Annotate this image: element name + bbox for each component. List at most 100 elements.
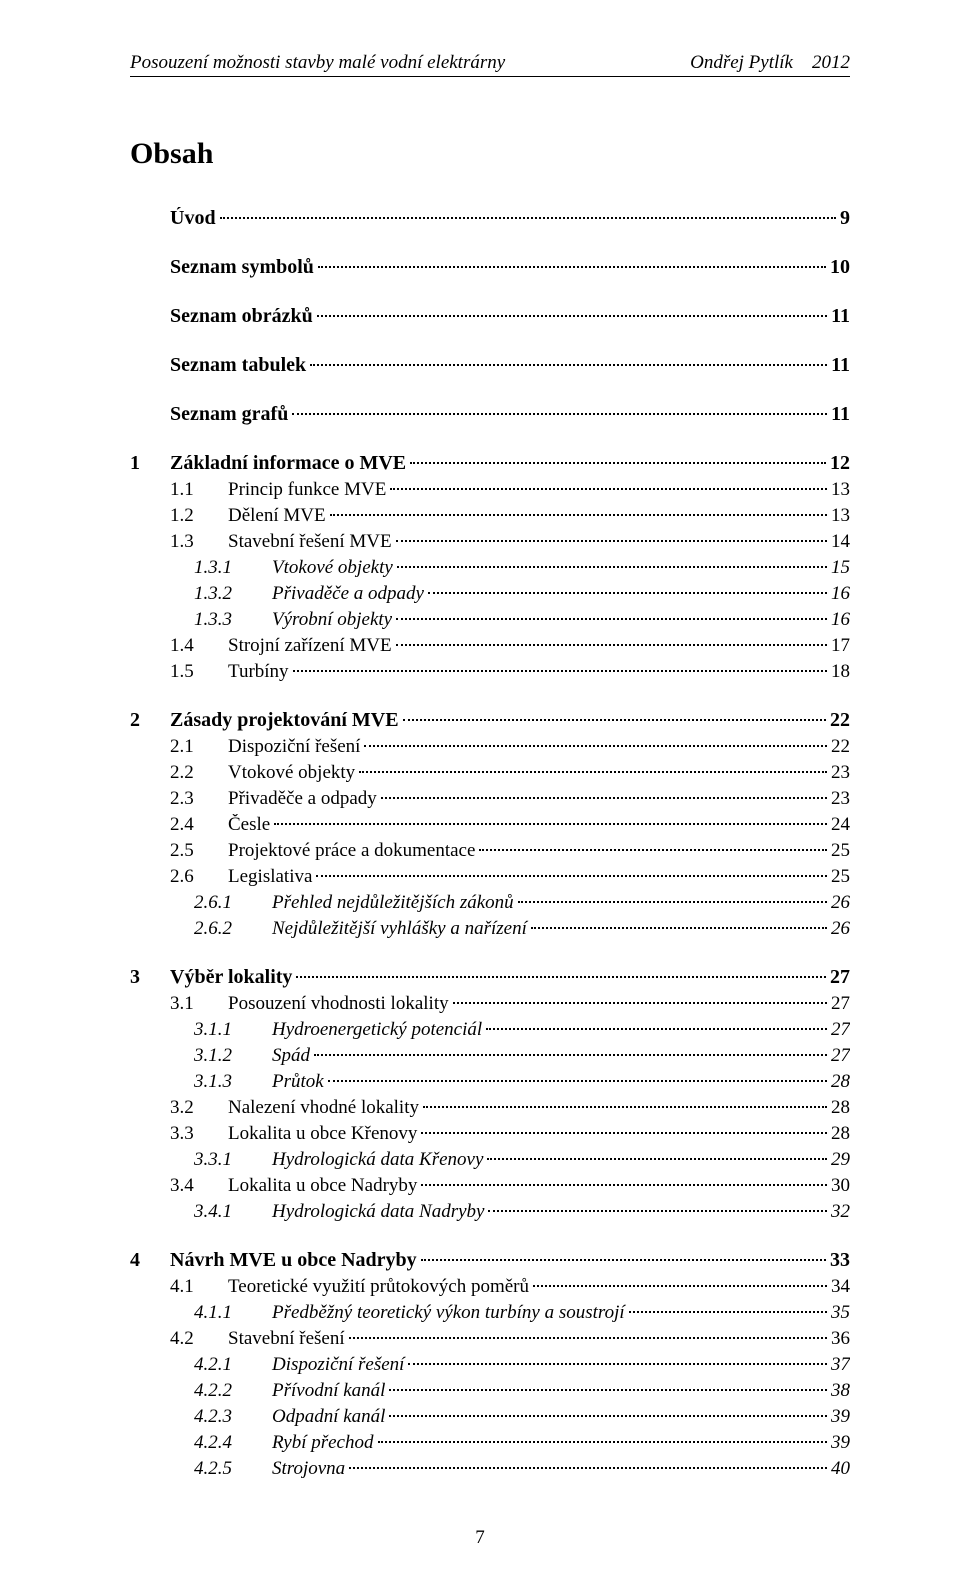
toc-entry-number: 4.1.1: [130, 1302, 272, 1324]
table-of-contents: Úvod9Seznam symbolů10Seznam obrázků11Sez…: [130, 207, 850, 1480]
toc-leader: [518, 901, 827, 903]
toc-entry-page: 27: [829, 1045, 850, 1067]
document-page: Posouzení možnosti stavby malé vodní ele…: [0, 0, 960, 1480]
toc-entry: 1.3.2Přivaděče a odpady 16: [130, 583, 850, 605]
toc-entry-number: 1.3: [130, 531, 228, 553]
toc-entry-title: Nalezení vhodné lokality: [228, 1097, 421, 1119]
toc-entry-title: Spád: [272, 1045, 312, 1067]
toc-entry-page: 34: [829, 1276, 850, 1298]
toc-entry-number: 4: [130, 1249, 170, 1272]
toc-entry-title: Návrh MVE u obce Nadryby: [170, 1249, 419, 1272]
toc-entry-title: Základní informace o MVE: [170, 452, 408, 475]
toc-entry-title: Strojovna: [272, 1458, 347, 1480]
toc-leader: [364, 745, 827, 747]
toc-entry-title: Dispoziční řešení: [228, 736, 362, 758]
toc-entry: 3.1.3Průtok28: [130, 1071, 850, 1093]
toc-entry-page: 27: [829, 1019, 850, 1041]
toc-entry-title: Česle: [228, 814, 272, 836]
toc-entry-page: 28: [829, 1097, 850, 1119]
toc-entry-page: 11: [829, 305, 850, 328]
toc-entry-title: Rybí přechod: [272, 1432, 376, 1454]
toc-entry-page: 39: [829, 1406, 850, 1428]
toc-entry: 2Zásady projektování MVE22: [130, 709, 850, 732]
toc-entry-page: 39: [829, 1432, 850, 1454]
toc-entry-number: 4.2.2: [130, 1380, 272, 1402]
toc-entry-title: Přivaděče a odpady: [272, 583, 426, 605]
toc-leader: [403, 719, 826, 721]
toc-leader: [274, 823, 827, 825]
toc-entry-title: Předběžný teoretický výkon turbíny a sou…: [272, 1302, 627, 1324]
header-right: Ondřej Pytlík 2012: [690, 52, 850, 74]
toc-entry-number: 1.1: [130, 479, 228, 501]
toc-entry-title: Seznam symbolů: [170, 256, 316, 279]
toc-leader: [328, 1080, 827, 1082]
toc-entry: 4.2.3Odpadní kanál39: [130, 1406, 850, 1428]
toc-entry: 3Výběr lokality27: [130, 966, 850, 989]
toc-leader: [389, 1415, 827, 1417]
toc-entry-page: 27: [828, 966, 850, 989]
toc-entry-page: 38: [829, 1380, 850, 1402]
toc-entry-page: 11: [829, 354, 850, 377]
toc-leader: [310, 364, 827, 366]
toc-entry: 2.1Dispoziční řešení22: [130, 736, 850, 758]
toc-entry-page: 16: [829, 609, 850, 631]
toc-entry-number: 1.3.2: [130, 583, 272, 605]
toc-entry-number: 1.3.1: [130, 557, 272, 579]
toc-entry-number: 2.6.1: [130, 892, 272, 914]
page-title: Obsah: [130, 137, 850, 171]
toc-entry-page: 33: [828, 1249, 850, 1272]
toc-entry-page: 26: [829, 918, 850, 940]
toc-entry-number: 1.2: [130, 505, 228, 527]
toc-entry-number: 2.1: [130, 736, 228, 758]
toc-leader: [421, 1259, 826, 1261]
toc-entry-page: 25: [829, 866, 850, 888]
toc-entry-number: 3.1.1: [130, 1019, 272, 1041]
toc-entry-number: 2.4: [130, 814, 228, 836]
toc-entry-number: 3.2: [130, 1097, 228, 1119]
toc-leader: [316, 875, 827, 877]
toc-entry-number: 2.3: [130, 788, 228, 810]
toc-leader: [314, 1054, 827, 1056]
toc-entry-page: 23: [829, 788, 850, 810]
toc-entry-page: 22: [828, 709, 850, 732]
toc-entry-page: 30: [829, 1175, 850, 1197]
toc-entry-page: 40: [829, 1458, 850, 1480]
toc-entry-title: Hydrologická data Křenovy: [272, 1149, 485, 1171]
toc-entry: 4.2.4Rybí přechod39: [130, 1432, 850, 1454]
toc-entry-page: 16: [829, 583, 850, 605]
running-header: Posouzení možnosti stavby malé vodní ele…: [130, 52, 850, 77]
toc-entry-title: Hydrologická data Nadryby: [272, 1201, 486, 1223]
toc-entry-page: 25: [829, 840, 850, 862]
toc-entry-number: 3.1.3: [130, 1071, 272, 1093]
toc-leader: [421, 1132, 827, 1134]
toc-entry-title: Stavební řešení MVE: [228, 531, 394, 553]
toc-entry-number: 1.5: [130, 661, 228, 683]
toc-entry-title: Výrobní objekty: [272, 609, 394, 631]
toc-entry: 4.2.2Přívodní kanál 38: [130, 1380, 850, 1402]
toc-entry: 3.3Lokalita u obce Křenovy28: [130, 1123, 850, 1145]
toc-leader: [318, 266, 826, 268]
toc-entry-title: Odpadní kanál: [272, 1406, 387, 1428]
toc-entry: 4.2.1Dispoziční řešení37: [130, 1354, 850, 1376]
toc-leader: [629, 1311, 827, 1313]
toc-entry-page: 15: [829, 557, 850, 579]
toc-leader: [410, 462, 826, 464]
toc-entry-number: 3.1: [130, 993, 228, 1015]
toc-entry: 2.6.1Přehled nejdůležitějších zákonů26: [130, 892, 850, 914]
toc-entry-title: Úvod: [170, 207, 218, 230]
toc-entry: 3.1.1Hydroenergetický potenciál27: [130, 1019, 850, 1041]
header-year: 2012: [812, 52, 850, 73]
toc-leader: [453, 1002, 827, 1004]
toc-entry: Seznam grafů11: [130, 403, 850, 426]
toc-entry-title: Přívodní kanál: [272, 1380, 387, 1402]
toc-entry-number: 4.2.1: [130, 1354, 272, 1376]
toc-leader: [317, 315, 827, 317]
toc-leader: [487, 1158, 827, 1160]
toc-entry: 1.3.3Výrobní objekty16: [130, 609, 850, 631]
toc-entry-number: 2.6: [130, 866, 228, 888]
toc-entry-number: 2: [130, 709, 170, 732]
toc-entry-page: 18: [829, 661, 850, 683]
toc-entry: 1.5Turbíny18: [130, 661, 850, 683]
toc-entry-page: 26: [829, 892, 850, 914]
toc-entry-title: Lokalita u obce Nadryby: [228, 1175, 419, 1197]
